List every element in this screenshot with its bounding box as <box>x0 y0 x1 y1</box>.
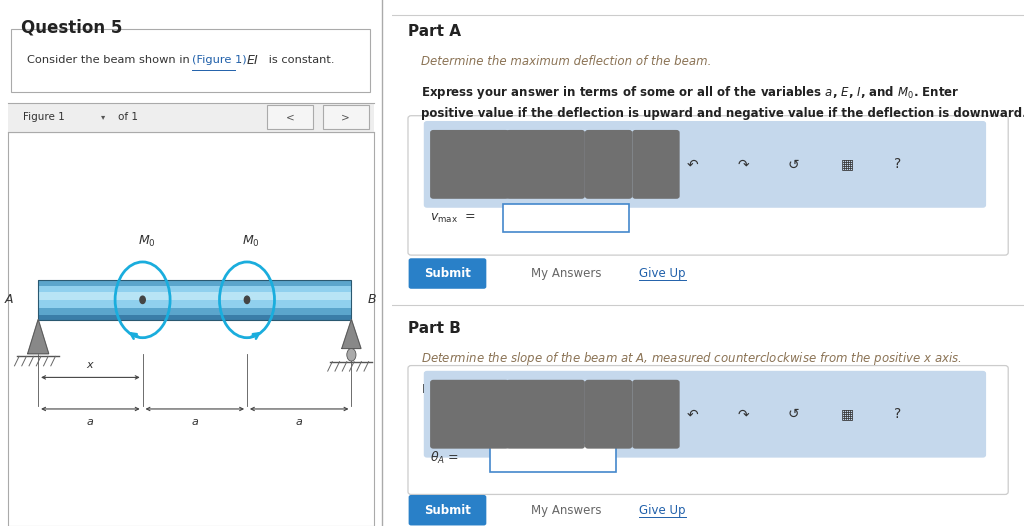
Bar <box>38 280 351 319</box>
Circle shape <box>245 296 250 304</box>
Text: <: < <box>286 112 295 122</box>
Bar <box>38 286 351 292</box>
Text: $M_0$: $M_0$ <box>242 234 260 249</box>
FancyBboxPatch shape <box>430 130 509 199</box>
FancyBboxPatch shape <box>490 443 616 472</box>
FancyBboxPatch shape <box>11 29 371 92</box>
Bar <box>38 280 351 286</box>
Text: Give Up: Give Up <box>639 504 685 517</box>
Text: Determine the slope of the beam at $A$, measured counterclockwise from the posit: Determine the slope of the beam at $A$, … <box>421 350 962 367</box>
Text: ↷: ↷ <box>737 407 749 421</box>
Bar <box>323 105 369 129</box>
Text: ⇕: ⇕ <box>604 409 613 419</box>
Text: $a$: $a$ <box>190 417 199 427</box>
FancyBboxPatch shape <box>424 121 986 208</box>
Text: Question 5: Question 5 <box>22 18 123 36</box>
Text: vec: vec <box>646 159 666 169</box>
Bar <box>38 300 351 308</box>
FancyBboxPatch shape <box>409 258 486 289</box>
Text: ?: ? <box>894 407 901 421</box>
Text: (Figure 1): (Figure 1) <box>193 55 247 66</box>
FancyBboxPatch shape <box>430 380 509 449</box>
Bar <box>7 132 375 526</box>
Text: $a$: $a$ <box>295 417 303 427</box>
Text: ↺: ↺ <box>787 157 799 171</box>
Circle shape <box>140 296 145 304</box>
Text: is constant.: is constant. <box>265 55 335 66</box>
Text: Submit: Submit <box>424 504 471 517</box>
Text: ■√□: ■√□ <box>457 159 482 169</box>
Text: vec: vec <box>646 409 666 419</box>
Text: Express your answer in terms of some or all of the variables $a$, $E$, $I$, and : Express your answer in terms of some or … <box>421 84 1024 120</box>
Bar <box>38 308 351 315</box>
Text: $\theta_A$ =: $\theta_A$ = <box>430 450 460 466</box>
FancyBboxPatch shape <box>408 366 1009 494</box>
Text: ⇕: ⇕ <box>604 159 613 169</box>
FancyBboxPatch shape <box>585 130 632 199</box>
Text: ↶: ↶ <box>686 407 698 421</box>
Text: Figure 1: Figure 1 <box>23 112 65 122</box>
Text: ΑΣΦ: ΑΣΦ <box>534 409 557 419</box>
Bar <box>267 105 313 129</box>
FancyBboxPatch shape <box>506 130 585 199</box>
Text: Express your answer in terms of some or all of the variables $a$, $E$, $I$, and : Express your answer in terms of some or … <box>421 381 919 398</box>
Text: Determine the maximum deflection of the beam.: Determine the maximum deflection of the … <box>421 55 711 68</box>
Text: $B$: $B$ <box>368 294 377 306</box>
Text: ▾: ▾ <box>101 113 105 122</box>
Text: ↷: ↷ <box>737 157 749 171</box>
Text: Consider the beam shown in: Consider the beam shown in <box>27 55 194 66</box>
Text: $v_{\rm max}$  =: $v_{\rm max}$ = <box>430 212 476 225</box>
Polygon shape <box>342 319 360 348</box>
Bar <box>7 103 375 132</box>
Text: Submit: Submit <box>424 267 471 280</box>
Text: ■√□: ■√□ <box>457 409 482 419</box>
Text: $M_0$: $M_0$ <box>137 234 156 249</box>
FancyBboxPatch shape <box>408 116 1009 255</box>
Text: Part B: Part B <box>408 321 461 336</box>
Text: My Answers: My Answers <box>531 504 602 517</box>
Text: $A$: $A$ <box>4 294 14 306</box>
FancyBboxPatch shape <box>409 495 486 525</box>
FancyBboxPatch shape <box>632 130 680 199</box>
Text: of 1: of 1 <box>119 112 138 122</box>
FancyBboxPatch shape <box>503 204 629 232</box>
Bar <box>38 292 351 300</box>
Text: $a$: $a$ <box>86 417 94 427</box>
Text: Give Up: Give Up <box>639 267 685 280</box>
Text: ▦: ▦ <box>841 157 854 171</box>
Text: $\it{EI}$: $\it{EI}$ <box>246 54 259 67</box>
Circle shape <box>347 348 356 361</box>
FancyBboxPatch shape <box>506 380 585 449</box>
Text: $x$: $x$ <box>86 359 95 369</box>
Text: My Answers: My Answers <box>531 267 602 280</box>
Text: ↺: ↺ <box>787 407 799 421</box>
Bar <box>38 315 351 319</box>
Text: ?: ? <box>894 157 901 171</box>
FancyBboxPatch shape <box>424 371 986 458</box>
Text: Part A: Part A <box>408 24 461 39</box>
FancyBboxPatch shape <box>585 380 632 449</box>
Polygon shape <box>28 319 49 353</box>
Text: ΑΣΦ: ΑΣΦ <box>534 159 557 169</box>
Text: ↶: ↶ <box>686 157 698 171</box>
Text: >: > <box>341 112 350 122</box>
Text: .: . <box>234 55 242 66</box>
FancyBboxPatch shape <box>632 380 680 449</box>
Text: ▦: ▦ <box>841 407 854 421</box>
